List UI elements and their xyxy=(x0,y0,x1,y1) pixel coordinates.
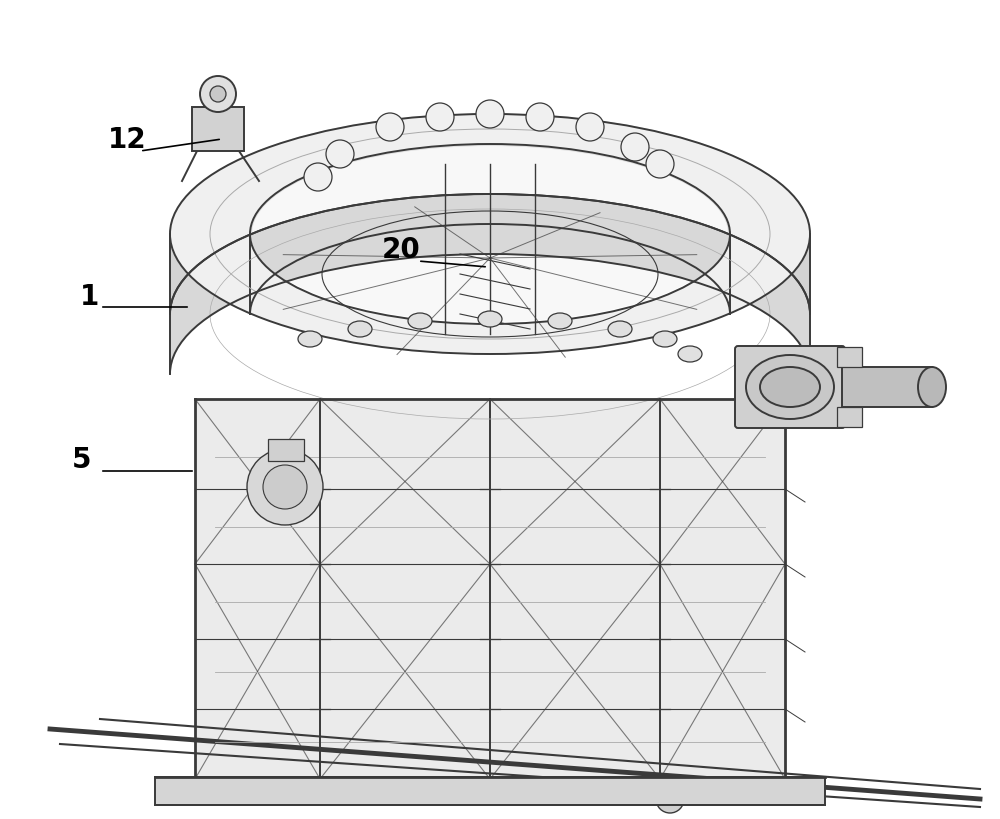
Circle shape xyxy=(326,141,354,169)
FancyBboxPatch shape xyxy=(735,346,845,428)
Circle shape xyxy=(621,133,649,162)
Ellipse shape xyxy=(298,332,322,347)
Bar xyxy=(195,400,785,779)
Ellipse shape xyxy=(760,368,820,408)
Ellipse shape xyxy=(478,311,502,328)
Bar xyxy=(155,777,825,805)
Ellipse shape xyxy=(653,332,677,347)
Ellipse shape xyxy=(252,147,728,323)
Polygon shape xyxy=(170,115,810,355)
Text: 1: 1 xyxy=(80,283,99,310)
Circle shape xyxy=(526,104,554,132)
Text: 5: 5 xyxy=(72,446,92,473)
Ellipse shape xyxy=(348,322,372,337)
Ellipse shape xyxy=(678,346,702,363)
Circle shape xyxy=(200,77,236,113)
Circle shape xyxy=(646,151,674,179)
Circle shape xyxy=(263,465,307,509)
Circle shape xyxy=(210,87,226,103)
Ellipse shape xyxy=(918,368,946,408)
Bar xyxy=(192,108,244,152)
Circle shape xyxy=(304,164,332,192)
Polygon shape xyxy=(170,115,810,314)
Text: 20: 20 xyxy=(382,236,421,264)
Ellipse shape xyxy=(746,355,834,419)
Ellipse shape xyxy=(408,314,432,329)
Circle shape xyxy=(576,114,604,142)
Circle shape xyxy=(247,450,323,525)
Circle shape xyxy=(426,104,454,132)
Polygon shape xyxy=(250,145,730,314)
Polygon shape xyxy=(170,195,810,374)
Bar xyxy=(842,368,932,408)
Circle shape xyxy=(656,785,684,813)
Text: 12: 12 xyxy=(108,126,147,154)
Circle shape xyxy=(476,101,504,129)
Circle shape xyxy=(376,114,404,142)
Bar xyxy=(837,408,862,428)
Bar xyxy=(837,347,862,368)
Ellipse shape xyxy=(608,322,632,337)
Bar xyxy=(268,440,304,461)
Ellipse shape xyxy=(548,314,572,329)
